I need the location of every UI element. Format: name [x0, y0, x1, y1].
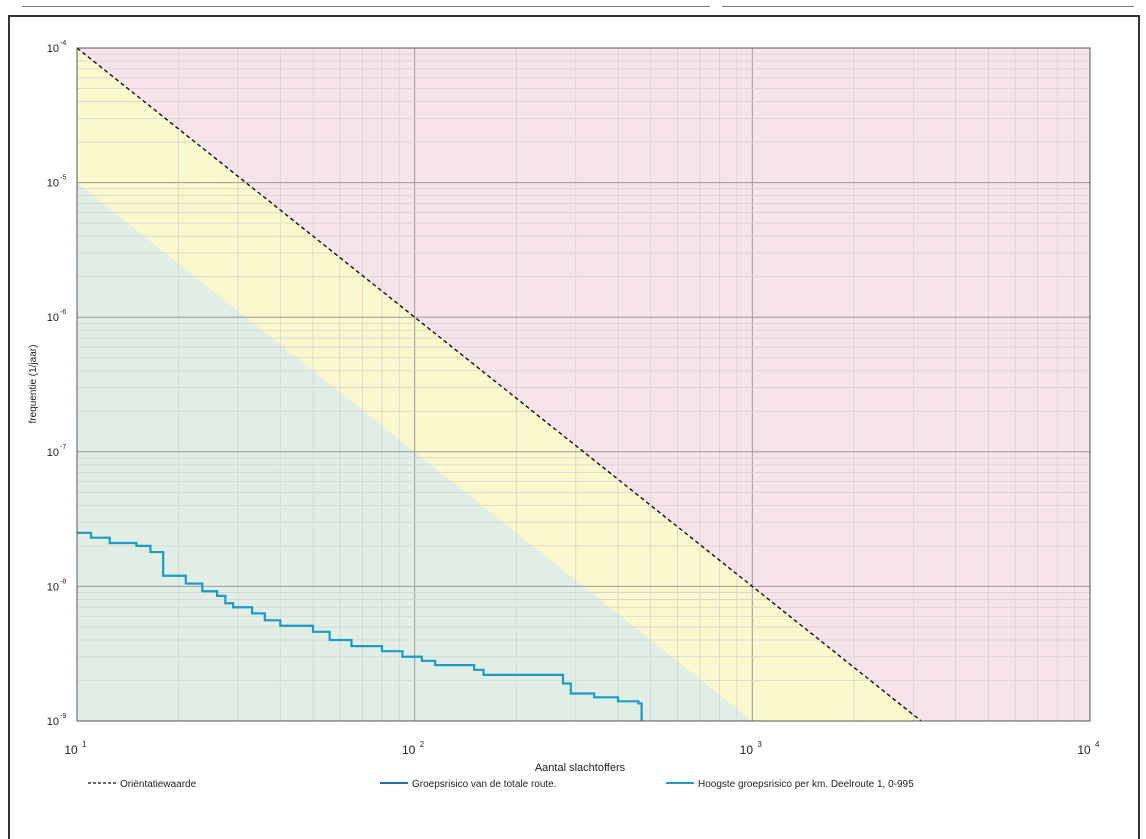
- x-tick-label: 10: [1077, 743, 1091, 757]
- x-tick-exponent: 4: [1095, 740, 1100, 749]
- grid-lines: [76, 48, 1090, 722]
- y-tick-label: 10: [47, 581, 59, 593]
- legend-label: Oriëntatiewaarde: [120, 779, 197, 790]
- y-tick-exponent: -7: [60, 444, 66, 451]
- top-rule-left: [22, 6, 710, 7]
- legend-label: Groepsrisico van de totale route.: [412, 779, 557, 790]
- x-tick-label: 10: [402, 743, 416, 757]
- series-line-2: [77, 531, 643, 721]
- x-tick-label: 10: [740, 743, 754, 757]
- x-tick-exponent: 2: [420, 740, 425, 749]
- y-tick-label: 10: [47, 312, 59, 324]
- x-axis-label: Aantal slachtoffers: [535, 762, 626, 774]
- legend: Oriëntatiewaarde Groepsrisico van de tota…: [88, 779, 914, 790]
- x-tick-label: 10: [64, 743, 78, 757]
- tick-labels: 10 1 10 2 10 3 10 410 -410 -510 -610 -710 -810 -9: [47, 40, 1100, 757]
- series-lines: [76, 47, 922, 722]
- y-tick-label: 10: [47, 447, 59, 459]
- y-tick-exponent: -8: [60, 578, 66, 585]
- y-tick-exponent: -4: [60, 40, 66, 47]
- y-tick-exponent: -5: [60, 175, 66, 182]
- x-tick-exponent: 1: [82, 740, 87, 749]
- y-tick-exponent: -9: [60, 713, 66, 720]
- y-tick-label: 10: [47, 178, 59, 190]
- chart-frame: [8, 15, 1140, 839]
- x-tick-exponent: 3: [757, 740, 762, 749]
- series-line-0: [76, 47, 922, 722]
- y-axis-label: frequentie (1/jaar): [28, 345, 39, 424]
- legend-label: Hoogste groepsrisico per km. Deelroute 1…: [698, 779, 914, 790]
- risk-regions: [77, 48, 1090, 722]
- y-tick-label: 10: [47, 43, 59, 55]
- y-tick-label: 10: [47, 716, 59, 728]
- plot-border: [76, 47, 1091, 722]
- axis-labels: Aantal slachtoffers frequentie (1/jaar): [28, 345, 626, 774]
- y-tick-exponent: -6: [60, 309, 66, 316]
- top-rule-right: [722, 6, 1134, 7]
